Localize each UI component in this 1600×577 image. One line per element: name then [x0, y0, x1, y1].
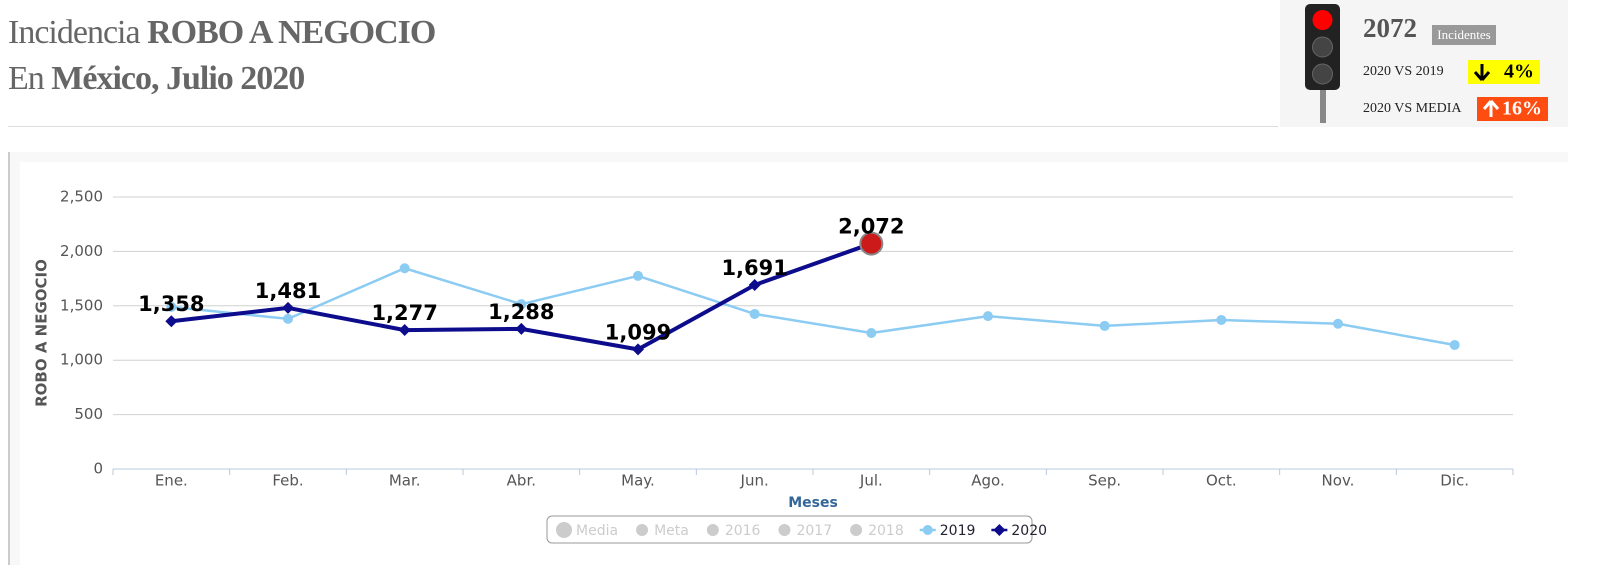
data-label: 1,288: [488, 300, 554, 324]
data-label: 1,277: [371, 301, 437, 325]
plot-bg: [20, 162, 1568, 565]
title-bold: ROBO A NEGOCIO: [147, 14, 436, 51]
legend-icon: [850, 524, 863, 536]
comparison-arrow: [1473, 64, 1491, 81]
comparison-value: 16%: [1502, 98, 1542, 120]
comparison-badge: [1468, 60, 1540, 84]
header: Incidencia ROBO A NEGOCIO En México, Jul…: [8, 10, 1278, 127]
legend-icon: [706, 524, 719, 536]
total: 2072: [1363, 13, 1417, 43]
subtitle-line: En México, Julio 2020: [8, 56, 1278, 102]
comparison-badge: [1477, 97, 1548, 121]
y-tick-label: 500: [74, 405, 103, 423]
point: [1449, 339, 1460, 350]
x-tick-label: Abr.: [507, 472, 536, 490]
x-tick-label: Nov.: [1322, 472, 1355, 490]
x-tick-label: May.: [621, 472, 655, 490]
summary-panel: 2072 Incidentes 2020 VS 2019 4% 2020 VS ME…: [1280, 0, 1568, 127]
light-pole: [1320, 85, 1326, 123]
legend-icon: [993, 524, 1006, 536]
legend-icon: [778, 524, 791, 536]
point: [166, 301, 177, 312]
legend-label: 2019: [940, 523, 976, 539]
point: [399, 263, 410, 274]
point: [165, 315, 178, 328]
legend-label: 2020: [1011, 523, 1047, 539]
legend-label: Media: [576, 523, 618, 539]
x-tick-label: Dic.: [1440, 472, 1469, 490]
legend-icon: [556, 522, 572, 538]
point: [633, 270, 643, 281]
data-label: 1,481: [255, 279, 321, 303]
legend-icon: [922, 525, 933, 535]
light-green: [1312, 63, 1333, 85]
data-label: 1,099: [605, 320, 671, 344]
point-highlight: [859, 231, 884, 256]
point: [516, 299, 527, 310]
y-tick-label: 1,000: [60, 351, 103, 369]
point: [983, 311, 993, 322]
x-tick-label: Mar.: [389, 472, 421, 490]
comparison-label: 2020 VS 2019: [1363, 64, 1444, 79]
legend-label: 2018: [868, 523, 904, 539]
point: [632, 343, 644, 356]
legend-icon: [636, 524, 649, 536]
point: [748, 279, 761, 292]
point: [283, 313, 293, 324]
title-line: Incidencia ROBO A NEGOCIO: [8, 10, 1278, 56]
data-label: 1,691: [721, 256, 787, 280]
point: [515, 322, 528, 335]
summary-svg: 2072 Incidentes 2020 VS 2019 4% 2020 VS ME…: [1305, 4, 1548, 123]
point: [749, 308, 760, 319]
y-axis-label: ROBO A NEGOCIO: [33, 259, 51, 407]
x-tick-label: Oct.: [1206, 472, 1237, 490]
legend-label: 2017: [796, 523, 832, 539]
comparison-value: 4%: [1504, 61, 1534, 83]
light-red: [1312, 10, 1333, 30]
comparison-label: 2020 VS MEDIA: [1363, 101, 1462, 116]
chart: ROBO A NEGOCIO Meses 0 500 1,000 1,500 2,000…: [8, 152, 1568, 565]
comparison-arrow: [1482, 100, 1500, 117]
point: [1333, 318, 1343, 329]
y-tick-label: 0: [93, 460, 103, 478]
y-tick-label: 2,500: [60, 188, 103, 206]
x-axis-label: Meses: [788, 495, 838, 511]
x-tick-label: Ene.: [155, 472, 188, 490]
series-line: [171, 266, 1455, 347]
total-badge: [1432, 25, 1496, 45]
x-tick-label: Feb.: [272, 472, 303, 490]
y-tick-label: 1,500: [60, 296, 103, 314]
x-tick-label: Ago.: [971, 472, 1004, 490]
light-amber: [1312, 36, 1333, 58]
subtitle-rest: , Julio 2020: [151, 60, 305, 97]
point: [398, 324, 411, 337]
point: [1099, 320, 1110, 331]
total-label: Incidentes: [1437, 27, 1490, 42]
data-label: 1,358: [138, 292, 204, 316]
point: [866, 328, 877, 338]
legend-label: Meta: [654, 523, 689, 539]
chart-card: ROBO A NEGOCIO Meses 0 500 1,000 1,500 2,000…: [8, 152, 1568, 569]
y-tick-label: 2,000: [60, 242, 103, 260]
x-tick-label: Sep.: [1088, 472, 1121, 490]
x-tick-label: Jul.: [859, 472, 883, 490]
subtitle-prefix: En: [8, 60, 45, 97]
x-tick-label: Jun.: [740, 472, 769, 490]
data-label: 2,072: [838, 215, 904, 239]
title-prefix: Incidencia: [8, 14, 141, 51]
comparisons: 2020 VS 2019 4% 2020 VS MEDIA 16%: [1363, 60, 1548, 121]
legend-label: 2016: [725, 523, 761, 539]
point: [1216, 314, 1227, 325]
subtitle-place: México: [51, 60, 152, 97]
point: [282, 301, 294, 314]
